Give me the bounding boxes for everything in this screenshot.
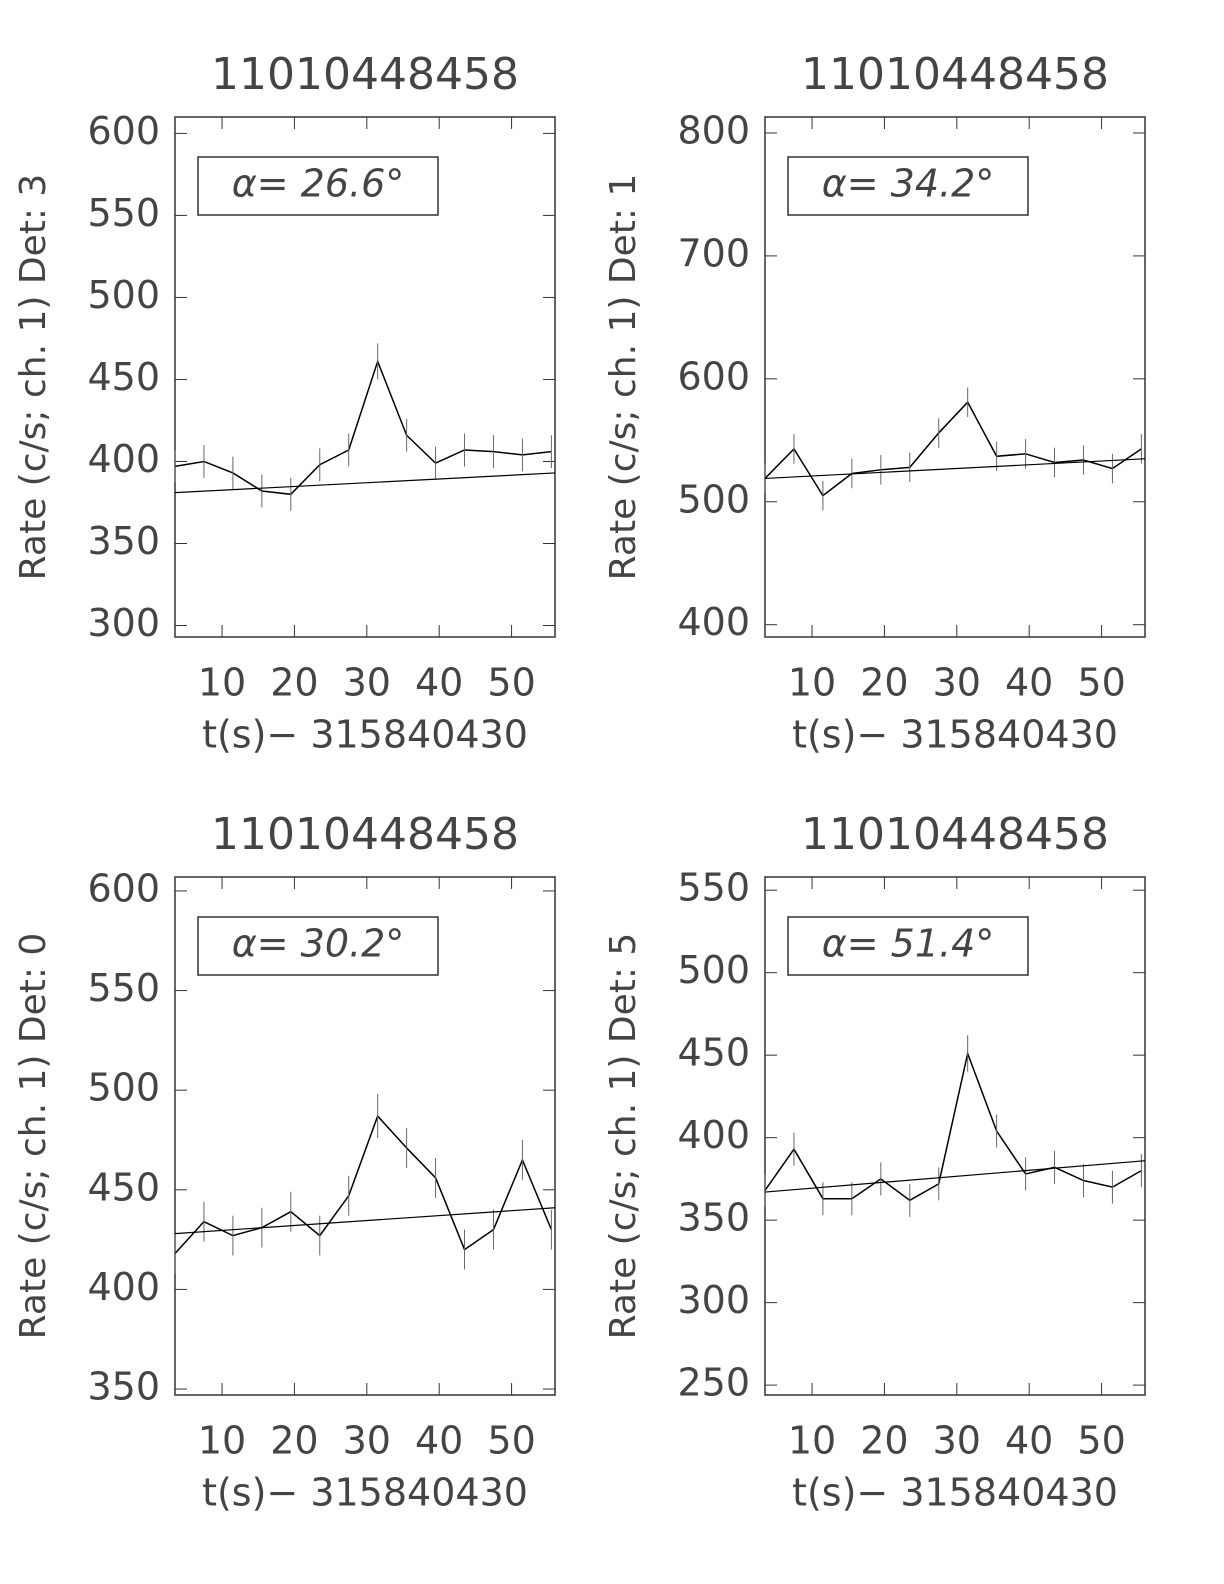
annotation-box <box>197 156 439 216</box>
y-tick-label: 350 <box>87 519 160 563</box>
fit-line <box>764 458 1146 480</box>
x-tick-label: 20 <box>270 661 318 705</box>
x-axis-label: t(s)− 315840430 <box>792 1471 1118 1515</box>
y-tick-label: 400 <box>677 1113 750 1157</box>
x-tick-label: 30 <box>933 661 981 705</box>
x-tick-label: 20 <box>860 1419 908 1463</box>
y-tick-label: 550 <box>87 966 160 1010</box>
data-line <box>764 400 1142 497</box>
fit-line <box>174 1207 556 1235</box>
annotation-box <box>197 916 439 976</box>
y-axis-label: Rate (c/s; ch. 1) Det: 5 <box>603 933 644 1340</box>
y-tick-label: 350 <box>677 1196 750 1240</box>
plot-frame <box>174 876 556 1396</box>
x-tick-label: 10 <box>788 661 836 705</box>
x-tick-label: 10 <box>198 1419 246 1463</box>
y-tick-label: 300 <box>677 1278 750 1322</box>
y-tick-label: 600 <box>677 354 750 398</box>
y-tick-label: 800 <box>677 108 750 152</box>
data-line <box>174 1114 553 1255</box>
y-tick-label: 500 <box>87 1066 160 1110</box>
y-tick-label: 550 <box>677 866 750 910</box>
x-axis-label: t(s)− 315840430 <box>792 713 1118 757</box>
x-tick-label: 30 <box>343 1419 391 1463</box>
y-tick-label: 600 <box>87 109 160 153</box>
y-tick-label: 400 <box>87 1265 160 1309</box>
x-axis-label: t(s)− 315840430 <box>202 1471 528 1515</box>
chart-title: 11010448458 <box>801 809 1109 860</box>
plot-frame <box>764 116 1146 638</box>
chart-title: 11010448458 <box>211 809 519 860</box>
chart-title: 11010448458 <box>211 49 519 100</box>
y-axis-label: Rate (c/s; ch. 1) Det: 0 <box>13 933 54 1340</box>
x-axis-label: t(s)− 315840430 <box>202 713 528 757</box>
y-tick-label: 500 <box>677 948 750 992</box>
annotation-box <box>787 916 1029 976</box>
y-tick-label: 450 <box>87 1165 160 1209</box>
x-tick-label: 50 <box>487 661 535 705</box>
y-tick-label: 400 <box>677 600 750 644</box>
x-tick-label: 40 <box>1005 661 1053 705</box>
annotation-box <box>787 156 1029 216</box>
x-tick-label: 40 <box>415 1419 463 1463</box>
x-tick-label: 10 <box>788 1419 836 1463</box>
plot-frame <box>764 876 1146 1396</box>
y-tick-label: 300 <box>87 601 160 645</box>
y-tick-label: 400 <box>87 437 160 481</box>
y-tick-label: 600 <box>87 866 160 910</box>
x-tick-label: 30 <box>343 661 391 705</box>
x-tick-label: 50 <box>487 1419 535 1463</box>
y-axis-label: Rate (c/s; ch. 1) Det: 3 <box>13 174 54 581</box>
y-tick-label: 350 <box>87 1365 160 1409</box>
annotation: α= 34.2° <box>822 162 995 206</box>
y-tick-label: 700 <box>677 231 750 275</box>
y-tick-label: 450 <box>87 355 160 399</box>
x-tick-label: 20 <box>270 1419 318 1463</box>
x-tick-label: 30 <box>933 1419 981 1463</box>
annotation: α= 26.6° <box>232 162 405 206</box>
y-tick-label: 550 <box>87 191 160 235</box>
chart-title: 11010448458 <box>801 49 1109 100</box>
data-line <box>764 1050 1142 1202</box>
data-line <box>174 359 552 496</box>
y-tick-label: 250 <box>677 1361 750 1405</box>
y-tick-label: 500 <box>677 477 750 521</box>
annotation: α= 30.2° <box>232 922 405 966</box>
x-tick-label: 50 <box>1077 1419 1125 1463</box>
y-tick-label: 450 <box>677 1031 750 1075</box>
fit-line <box>764 1160 1146 1193</box>
x-tick-label: 50 <box>1077 661 1125 705</box>
x-tick-label: 40 <box>1005 1419 1053 1463</box>
x-tick-label: 20 <box>860 661 908 705</box>
y-tick-label: 500 <box>87 273 160 317</box>
x-tick-label: 10 <box>198 661 246 705</box>
y-axis-label: Rate (c/s; ch. 1) Det: 1 <box>603 174 644 581</box>
fit-line <box>174 472 556 494</box>
plot-frame <box>174 116 556 638</box>
annotation: α= 51.4° <box>822 922 995 966</box>
x-tick-label: 40 <box>415 661 463 705</box>
